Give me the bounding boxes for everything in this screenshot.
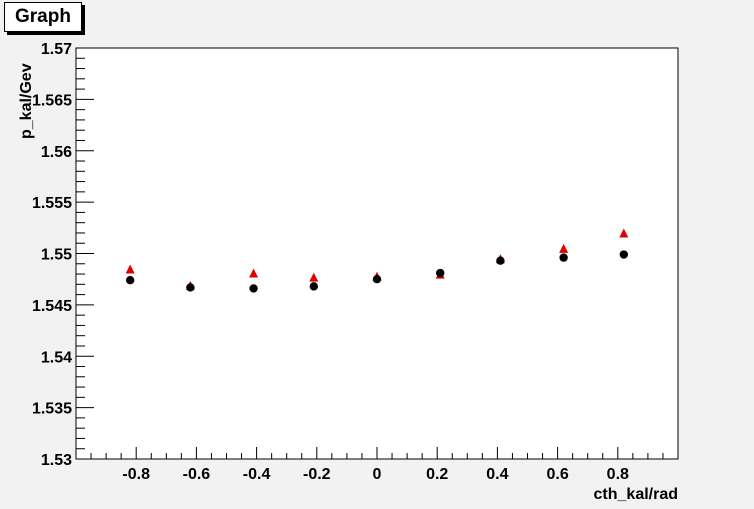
x-tick-label: -0.2: [303, 466, 331, 483]
data-point-circle: [559, 253, 568, 262]
y-tick-label: 1.53: [41, 452, 72, 469]
data-point-circle: [309, 282, 318, 291]
y-axis-title: p_kal/Gev: [18, 63, 35, 139]
x-axis-title: cth_kal/rad: [594, 486, 678, 503]
data-point-triangle: [559, 243, 569, 253]
y-tick-label: 1.55: [41, 247, 72, 264]
x-tick-label: 0: [373, 466, 382, 483]
data-point-triangle: [619, 228, 629, 238]
x-tick-label: 0.4: [486, 466, 508, 483]
data-point-triangle: [125, 264, 135, 274]
x-tick-label: -0.4: [243, 466, 271, 483]
plot-frame: [75, 47, 679, 460]
y-tick-label: 1.565: [32, 92, 72, 109]
x-tick-label: -0.6: [183, 466, 211, 483]
x-tick-label: -0.8: [122, 466, 150, 483]
y-tick-label: 1.56: [41, 144, 72, 161]
y-axis: 1.53 1.535 1.54 1.545 1.55 1.555 1.56 1.565 1.57: [32, 41, 94, 469]
x-tick-label: 0.6: [546, 466, 568, 483]
x-tick-label: 0.8: [607, 466, 629, 483]
chart-title-box[interactable]: Graph: [4, 2, 82, 32]
y-tick-label: 1.555: [32, 195, 72, 212]
y-tick-label: 1.545: [32, 298, 72, 315]
data-point-triangle: [309, 272, 319, 282]
data-point-circle: [496, 256, 505, 265]
data-point-circle: [372, 274, 382, 284]
data-point-circle: [436, 268, 445, 278]
x-axis: -0.8 -0.6 -0.4 -0.2 0 0.2 0.4 0.6 0.8: [75, 447, 679, 483]
y-tick-label: 1.57: [41, 41, 72, 58]
y-tick-label: 1.54: [41, 349, 72, 366]
x-tick-label: 0.2: [426, 466, 448, 483]
data-point-triangle: [249, 268, 259, 278]
data-markers: [125, 228, 629, 293]
data-point-circle: [186, 283, 195, 292]
data-point-circle: [619, 250, 629, 259]
data-point-circle: [249, 284, 258, 293]
data-point-circle: [125, 276, 135, 285]
y-tick-label: 1.535: [32, 401, 72, 418]
